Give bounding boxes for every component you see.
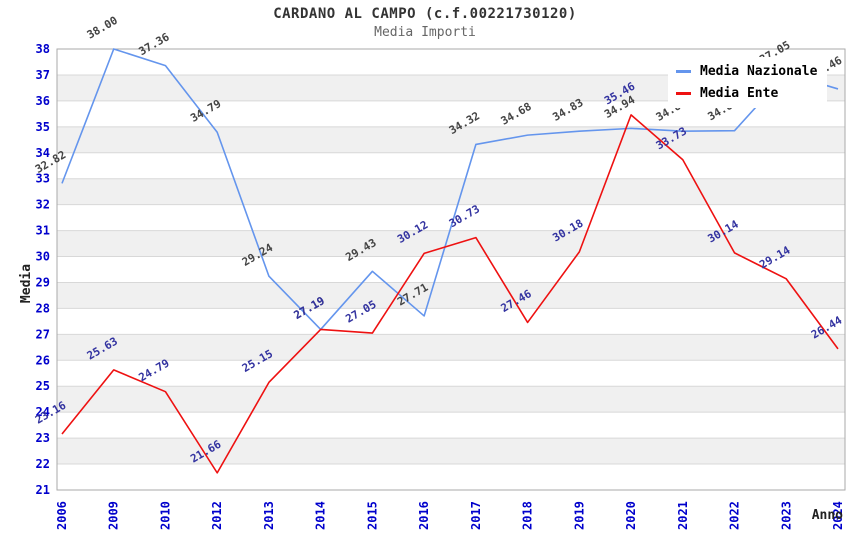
y-tick-label: 23: [36, 431, 50, 445]
series-line-media-nazionale: [61, 48, 839, 331]
x-tick-label: 2016: [417, 501, 431, 530]
x-tick-label: 2017: [469, 501, 483, 530]
y-tick-label: 26: [36, 353, 50, 367]
x-tick-label: 2023: [779, 501, 793, 530]
x-tick-label: 2018: [521, 501, 535, 530]
y-tick-label: 24: [36, 405, 50, 419]
legend-item-media-ente: Media Ente: [676, 86, 817, 101]
legend-label: Media Ente: [700, 86, 779, 101]
legend-line-sample-ente: [676, 92, 691, 95]
grid-band: [57, 178, 845, 205]
y-axis-title: Media: [19, 264, 34, 303]
y-tick-label: 37: [36, 68, 50, 82]
y-tick-label: 36: [36, 94, 50, 108]
y-tick-label: 31: [36, 224, 50, 238]
legend: Media Nazionale Media Ente: [668, 57, 828, 108]
y-tick-label: 29: [36, 275, 50, 289]
chart-title: CARDANO AL CAMPO (c.f.00221730120): [273, 6, 577, 22]
y-tick-label: 22: [36, 457, 50, 471]
y-tick-label: 35: [36, 120, 50, 134]
series-line-media-ente: [61, 114, 839, 474]
x-tick-label: 2022: [728, 501, 742, 530]
grid-band: [57, 386, 845, 413]
point-label: 23.16: [33, 399, 69, 427]
legend-line-sample-nazionale: [676, 70, 691, 73]
x-tick-label: 2010: [158, 501, 172, 530]
y-tick-label: 30: [36, 250, 50, 264]
point-label: 34.68: [499, 100, 534, 128]
x-axis-title: Anno: [812, 508, 843, 523]
x-tick-label: 2024: [831, 501, 845, 530]
x-tick-label: 2019: [572, 501, 586, 530]
y-tick-label: 25: [36, 379, 50, 393]
y-tick-label: 38: [36, 42, 50, 56]
point-label: 38.00: [85, 14, 120, 42]
legend-label: Media Nazionale: [700, 64, 818, 79]
x-tick-label: 2021: [676, 501, 690, 530]
x-tick-label: 2009: [107, 501, 121, 530]
x-tick-label: 2020: [624, 501, 638, 530]
grid-band: [57, 282, 845, 309]
chart-subtitle: Media Importi: [374, 25, 476, 40]
x-tick-label: 2015: [365, 501, 379, 530]
y-tick-label: 21: [36, 483, 50, 497]
y-tick-label: 34: [36, 146, 50, 160]
grid-band: [57, 230, 845, 257]
legend-item-media-nazionale: Media Nazionale: [676, 64, 817, 79]
x-tick-label: 2006: [55, 501, 69, 530]
x-tick-label: 2013: [262, 501, 276, 530]
point-label: 37.36: [136, 30, 172, 58]
x-tick-label: 2012: [210, 501, 224, 530]
grid-band: [57, 334, 845, 361]
y-tick-label: 27: [36, 327, 50, 341]
plot-border: [56, 48, 846, 491]
y-tick-label: 28: [36, 301, 50, 315]
grid-band: [57, 438, 845, 465]
x-tick-label: 2014: [314, 501, 328, 530]
y-tick-label: 32: [36, 198, 50, 212]
y-tick-label: 33: [36, 172, 50, 186]
point-label: 30.73: [447, 202, 482, 230]
